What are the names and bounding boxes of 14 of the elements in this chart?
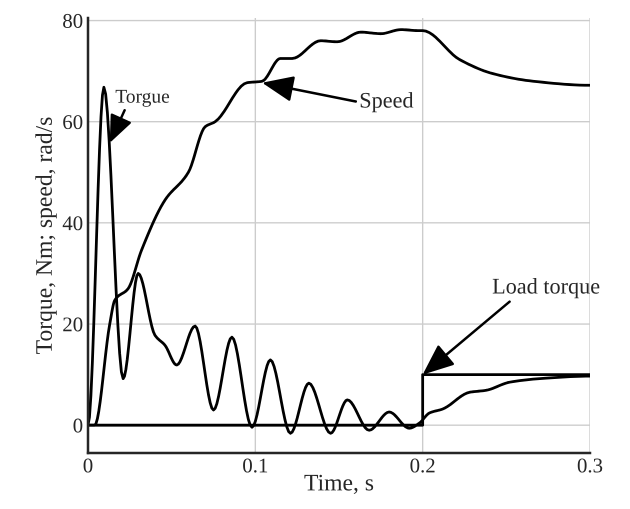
y-tick-label: 40 [62,216,82,230]
x-tick-label: 0.2 [410,458,435,473]
y-axis-title: Torque, Nm; speed, rad/s [35,118,57,354]
annotation: Speed [360,92,414,112]
y-tick-label: 60 [63,115,82,130]
x-axis-title: Time, s [304,474,374,494]
y-tick-label: 0 [74,418,82,433]
x-tick-label: 0.1 [243,458,268,473]
annotation: Load torque [492,278,600,298]
x-tick-label: 0.3 [578,458,602,473]
annotation: Torgue [116,90,170,107]
y-tick-label: 80 [63,14,82,28]
y-tick-label: 20 [63,317,82,332]
x-tick-label: 0 [84,458,92,473]
